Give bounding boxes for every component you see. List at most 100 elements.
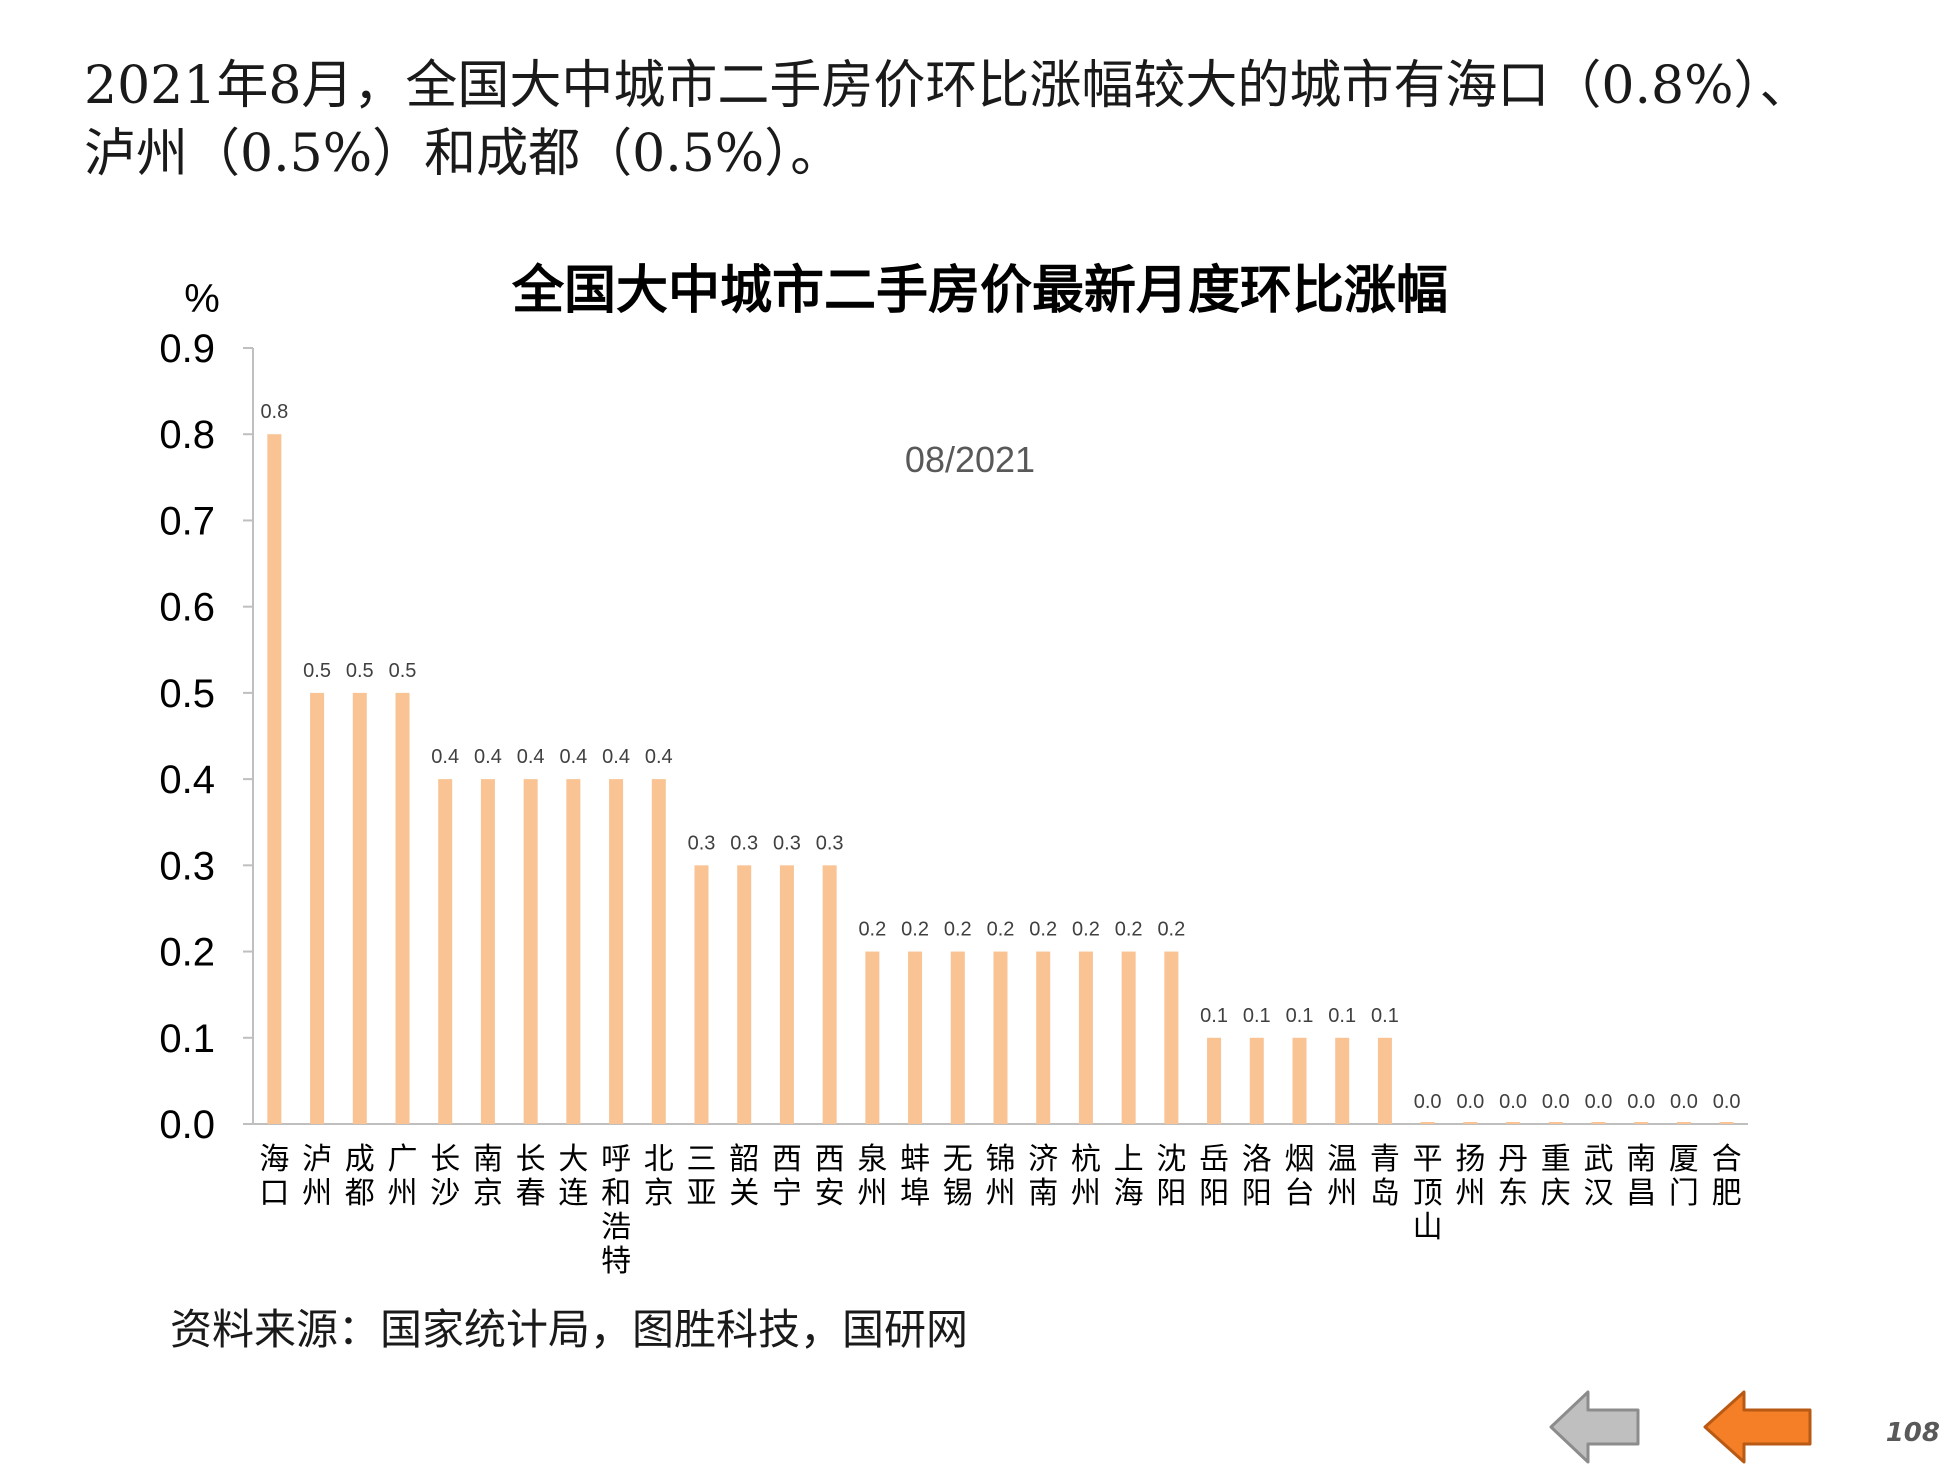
x-category-char: 庆 <box>1541 1176 1571 1211</box>
x-category-char: 肥 <box>1712 1176 1742 1211</box>
x-category-char: 口 <box>259 1176 289 1211</box>
x-category-label: 洛阳 <box>1242 1142 1272 1211</box>
x-category-label: 扬州 <box>1455 1142 1485 1211</box>
x-category-char: 安 <box>815 1176 845 1211</box>
bar-data-label: 0.0 <box>1499 1091 1527 1113</box>
bar <box>779 865 794 1124</box>
bar-data-label: 0.0 <box>1585 1091 1613 1113</box>
x-category-char: 岛 <box>1370 1176 1400 1211</box>
x-category-char: 济 <box>1028 1142 1058 1177</box>
bar <box>865 951 880 1124</box>
bar-data-label: 0.4 <box>602 746 630 768</box>
x-category-label: 三亚 <box>687 1142 717 1211</box>
x-category-char: 大 <box>558 1142 588 1177</box>
x-category-char: 阳 <box>1156 1176 1186 1211</box>
x-category-char: 南 <box>1626 1142 1656 1177</box>
x-category-char: 岳 <box>1199 1142 1229 1177</box>
data-labels-group: 0.8 0.5 0.5 0.5 0.4 0.4 0.4 0.4 0.4 0.4 0.3 0.3 0.3 0… <box>260 401 1740 1113</box>
y-tick-label: 0.1 <box>159 1017 215 1061</box>
y-tick-label: 0.8 <box>159 413 215 457</box>
y-tick-label: 0.7 <box>159 499 215 543</box>
bar <box>1078 951 1093 1124</box>
bar <box>1676 1122 1691 1124</box>
x-category-label: 青岛 <box>1370 1142 1400 1211</box>
bar-data-label: 0.0 <box>1542 1091 1570 1113</box>
bar-data-label: 0.5 <box>303 660 331 682</box>
bar-data-label: 0.2 <box>858 919 886 941</box>
bar-data-label: 0.3 <box>816 832 844 854</box>
x-category-char: 西 <box>772 1142 802 1177</box>
bar <box>480 779 495 1124</box>
y-tick-label: 0.6 <box>159 586 215 630</box>
x-category-char: 北 <box>644 1142 674 1177</box>
x-category-label: 上海 <box>1114 1142 1144 1211</box>
x-category-label: 岳阳 <box>1199 1142 1229 1211</box>
bar-data-label: 0.2 <box>1157 919 1185 941</box>
bar <box>1292 1037 1307 1124</box>
bar-data-label: 0.2 <box>944 919 972 941</box>
bar <box>438 779 453 1124</box>
bar-data-label: 0.1 <box>1243 1005 1271 1027</box>
chart-title: 全国大中城市二手房价最新月度环比涨幅 <box>511 261 1448 321</box>
y-tick-label: 0.0 <box>159 1103 215 1147</box>
x-category-char: 长 <box>430 1142 460 1177</box>
y-axis: 0.0 0.1 0.2 0.3 0.4 0.5 0.6 0.7 0.8 0.9 <box>159 327 254 1147</box>
x-category-char: 锡 <box>943 1176 973 1211</box>
x-category-label: 丹东 <box>1498 1142 1528 1211</box>
bar <box>1249 1037 1264 1124</box>
bar-data-label: 0.1 <box>1371 1005 1399 1027</box>
x-category-char: 连 <box>558 1176 588 1211</box>
x-category-label: 沈阳 <box>1156 1142 1186 1211</box>
y-axis-unit-label: % <box>184 277 220 321</box>
bar-data-label: 0.4 <box>559 746 587 768</box>
x-category-char: 武 <box>1584 1142 1614 1177</box>
bar-data-label: 0.0 <box>1414 1091 1442 1113</box>
x-category-label: 重庆 <box>1541 1142 1571 1211</box>
bar <box>651 779 666 1124</box>
x-category-char: 汉 <box>1584 1176 1614 1211</box>
x-category-char: 和 <box>601 1176 631 1211</box>
bar-data-label: 0.4 <box>517 746 545 768</box>
x-category-label: 成都 <box>345 1142 375 1211</box>
headline-line-1: 2021年8月，全国大中城市二手房价环比涨幅较大的城市有海口（0.8%）、 <box>84 56 1812 116</box>
bar <box>352 692 367 1124</box>
x-category-char: 烟 <box>1285 1142 1315 1177</box>
x-category-char: 京 <box>644 1176 674 1211</box>
x-category-char: 呼 <box>601 1142 631 1177</box>
x-category-char: 亚 <box>687 1176 717 1211</box>
x-category-char: 韶 <box>729 1142 759 1177</box>
x-category-char: 沈 <box>1156 1142 1186 1177</box>
x-category-char: 门 <box>1669 1176 1699 1211</box>
x-category-char: 温 <box>1327 1142 1357 1177</box>
bar <box>267 434 282 1124</box>
x-category-char: 海 <box>1114 1176 1144 1211</box>
x-category-char: 泸 <box>302 1142 332 1177</box>
bar <box>1591 1122 1606 1124</box>
x-category-char: 浩 <box>601 1210 631 1245</box>
x-category-label: 北京 <box>644 1142 674 1211</box>
x-category-char: 成 <box>345 1142 375 1177</box>
bar <box>1335 1037 1350 1124</box>
bar <box>310 692 325 1124</box>
y-tick-label: 0.9 <box>159 327 215 371</box>
x-category-char: 海 <box>259 1142 289 1177</box>
x-category-char: 埠 <box>900 1176 930 1211</box>
x-category-char: 山 <box>1413 1210 1443 1245</box>
x-category-char: 阳 <box>1199 1176 1229 1211</box>
bar-data-label: 0.2 <box>1072 919 1100 941</box>
x-category-char: 都 <box>345 1176 375 1211</box>
chart-subtitle: 08/2021 <box>905 439 1035 480</box>
y-tick-label: 0.4 <box>159 758 215 802</box>
category-labels-group: 海口泸州成都广州长沙南京长春大连呼和浩特北京三亚韶关西宁西安泉州蚌埠无锡锦州济南… <box>259 1142 1741 1279</box>
bar-data-label: 0.3 <box>688 832 716 854</box>
bar <box>1506 1122 1521 1124</box>
next-page-arrow-icon[interactable] <box>1702 1388 1816 1466</box>
bar <box>1463 1122 1478 1124</box>
x-category-char: 上 <box>1114 1142 1144 1177</box>
previous-page-arrow-icon[interactable] <box>1548 1388 1644 1466</box>
bar <box>908 951 923 1124</box>
x-category-char: 重 <box>1541 1142 1571 1177</box>
bar <box>523 779 538 1124</box>
bar-data-label: 0.3 <box>773 832 801 854</box>
x-category-char: 南 <box>1028 1176 1058 1211</box>
